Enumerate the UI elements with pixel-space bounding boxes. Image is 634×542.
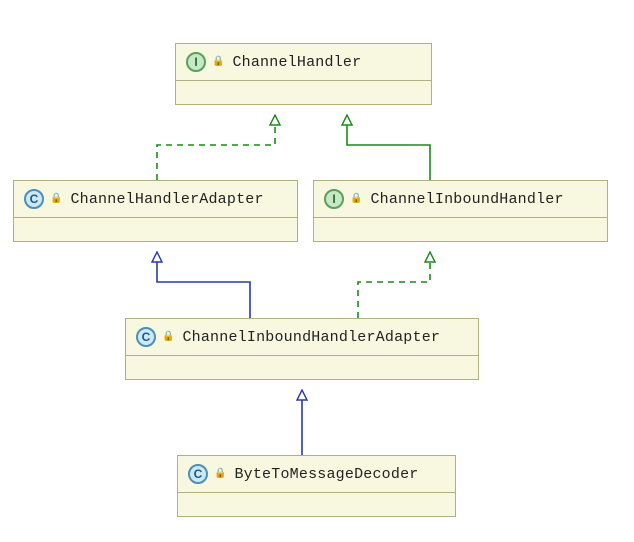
- node-body: [126, 356, 478, 378]
- node-header: C 🔒 ChannelHandlerAdapter: [14, 181, 297, 218]
- node-title: ChannelInboundHandler: [370, 191, 563, 208]
- lock-icon: 🔒: [162, 331, 174, 343]
- node-channel-inbound-handler-adapter: C 🔒 ChannelInboundHandlerAdapter: [125, 318, 479, 380]
- edge-channelInboundHandlerAdapter-to-channelHandlerAdapter: [157, 253, 250, 318]
- edge-channelHandlerAdapter-to-channelHandler: [157, 116, 275, 180]
- node-title: ChannelHandler: [232, 54, 361, 71]
- node-body: [178, 493, 455, 515]
- interface-icon: I: [324, 189, 344, 209]
- lock-icon: 🔒: [212, 56, 224, 68]
- interface-icon: I: [186, 52, 206, 72]
- lock-icon: 🔒: [350, 193, 362, 205]
- node-body: [314, 218, 607, 240]
- node-header: I 🔒 ChannelInboundHandler: [314, 181, 607, 218]
- node-byte-to-message-decoder: C 🔒 ByteToMessageDecoder: [177, 455, 456, 517]
- class-icon: C: [24, 189, 44, 209]
- lock-icon: 🔒: [50, 193, 62, 205]
- class-icon: C: [188, 464, 208, 484]
- edge-channelInboundHandlerAdapter-to-channelInboundHandler: [358, 253, 430, 318]
- lock-icon: 🔒: [214, 468, 226, 480]
- node-channel-handler-adapter: C 🔒 ChannelHandlerAdapter: [13, 180, 298, 242]
- node-title: ChannelInboundHandlerAdapter: [182, 329, 440, 346]
- node-body: [176, 81, 431, 103]
- node-body: [14, 218, 297, 240]
- class-icon: C: [136, 327, 156, 347]
- node-title: ChannelHandlerAdapter: [70, 191, 263, 208]
- node-title: ByteToMessageDecoder: [234, 466, 418, 483]
- node-header: C 🔒 ChannelInboundHandlerAdapter: [126, 319, 478, 356]
- node-header: I 🔒 ChannelHandler: [176, 44, 431, 81]
- node-channel-inbound-handler: I 🔒 ChannelInboundHandler: [313, 180, 608, 242]
- node-channel-handler: I 🔒 ChannelHandler: [175, 43, 432, 105]
- edge-channelInboundHandler-to-channelHandler: [347, 116, 430, 180]
- node-header: C 🔒 ByteToMessageDecoder: [178, 456, 455, 493]
